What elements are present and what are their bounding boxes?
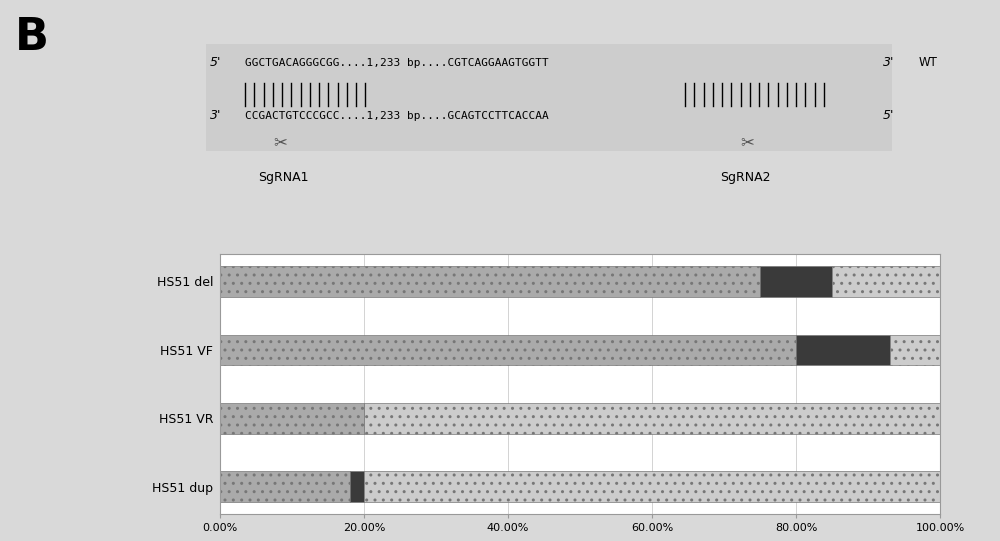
Bar (206, 44, 892, 151)
Text: 3': 3' (210, 109, 221, 122)
Bar (760, 266, 832, 297)
Bar (220, 334, 796, 365)
Bar (364, 471, 940, 502)
Bar (832, 266, 940, 297)
Text: WT: WT (918, 56, 937, 69)
Bar (220, 266, 760, 297)
Text: 5': 5' (883, 109, 895, 122)
Text: 5': 5' (210, 56, 221, 69)
Text: 3': 3' (883, 56, 895, 69)
Text: ✂: ✂ (740, 134, 754, 151)
Text: ✂: ✂ (273, 134, 287, 151)
Bar (796, 334, 890, 365)
Bar (220, 403, 364, 434)
Bar (350, 471, 364, 502)
Text: CCGACTGTCCCGCC....1,233 bp....GCAGTCCTTCACCAA: CCGACTGTCCCGCC....1,233 bp....GCAGTCCTTC… (245, 111, 549, 121)
Bar (890, 334, 940, 365)
Text: GGCTGACAGGGCGG....1,233 bp....CGTCAGGAAGTGGTT: GGCTGACAGGGCGG....1,233 bp....CGTCAGGAAG… (245, 57, 549, 68)
Text: B: B (15, 16, 49, 59)
Bar (220, 471, 350, 502)
Bar (364, 403, 940, 434)
Text: SgRNA2: SgRNA2 (720, 171, 771, 184)
Text: SgRNA1: SgRNA1 (258, 171, 309, 184)
